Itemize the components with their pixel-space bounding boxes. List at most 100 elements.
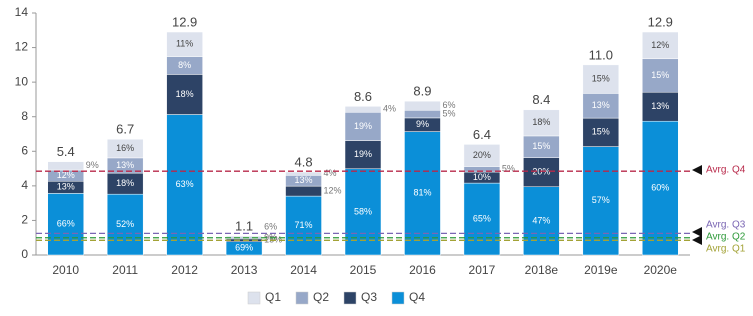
legend-label: Q4 [409,290,425,304]
x-tick-label: 2013 [231,263,258,277]
segment-label: 9% [416,119,429,129]
segment-label: 15% [592,127,610,137]
bar-segment [582,146,620,256]
bar-segment [106,138,144,159]
segment-label: 60% [651,182,669,192]
segment-label: 18% [532,117,550,127]
legend-swatch [247,291,261,305]
x-tick-label: 2019e [584,263,618,277]
segment-label: 4% [383,104,396,114]
total-label: 12.9 [172,14,197,29]
segment-label: 9% [86,160,99,170]
segment-label: 12% [57,170,75,180]
average-label: Avrg. Q3 [706,220,746,231]
segment-label: 47% [532,215,550,225]
bar-segment [523,186,560,256]
y-tick-label: 2 [21,213,28,227]
segment-label: 11% [176,39,193,49]
legend-swatch [343,291,357,305]
bar-segment [404,100,441,111]
segment-label: 66% [57,219,75,229]
x-tick-label: 2011 [112,263,138,277]
x-tick-label: 2018e [525,263,559,277]
bar-segment [642,58,679,93]
y-tick-label: 4 [21,178,28,192]
segment-label: 15% [532,141,550,151]
total-label: 12.9 [648,14,673,29]
total-label: 6.7 [116,122,134,137]
segment-label: 63% [176,179,194,189]
bar-segment [463,144,501,167]
legend-swatch [295,291,309,305]
bar-segment [285,185,322,197]
x-tick-label: 2017 [469,263,496,277]
y-tick-label: 6 [21,143,28,157]
bar-segment [344,140,382,170]
bar-segment [582,64,620,94]
bar-segment [225,235,263,238]
segment-label: 19% [354,149,372,159]
segment-label: 15% [592,73,610,83]
segment-label: 15% [651,70,669,80]
bar-segment [285,171,322,176]
total-label: 4.8 [295,154,313,169]
total-label: 8.9 [413,84,431,99]
bar-segment [344,112,382,141]
legend-swatch [391,291,405,305]
segment-label: 16% [116,143,134,153]
segment-label: 5% [502,164,515,174]
y-tick-label: 10 [15,74,29,88]
x-tick-label: 2010 [52,263,79,277]
segment-label: 58% [354,206,372,216]
average-label: Avrg. Q2 [706,232,746,243]
segment-label: 19% [354,121,372,131]
bar-segment [642,120,679,256]
segment-label: 13% [592,100,610,110]
bar-segment [523,157,560,188]
bar-segment [582,117,620,147]
marker [692,235,702,245]
segment-label: 13% [295,175,313,185]
bar-segment [523,109,560,137]
segment-label: 8% [178,60,191,70]
bar-segment [344,106,382,113]
segment-label: 52% [116,219,134,229]
total-label: 6.4 [473,127,491,142]
x-tick-label: 2014 [290,263,317,277]
total-label: 1.1 [235,218,253,233]
y-tick-label: 12 [15,40,29,54]
bar-segment [285,195,322,256]
y-tick-label: 14 [15,5,29,19]
segment-label: 12% [324,185,342,195]
y-tick-label: 0 [21,247,28,261]
total-label: 8.6 [354,89,372,104]
x-tick-label: 2015 [350,263,377,277]
segment-label: 57% [592,195,610,205]
bar-segment [642,91,679,122]
segment-label: 10% [473,172,491,182]
segment-label: 65% [473,213,491,223]
segment-label: 18% [176,89,194,99]
total-label: 11.0 [589,47,613,62]
bar-segment [642,31,679,60]
segment-label: 4% [324,168,337,178]
total-label: 5.4 [57,144,75,159]
y-tick-label: 8 [21,109,28,123]
segment-label: 6% [442,100,455,110]
segment-label: 12% [651,40,669,50]
segment-label: 71% [295,220,313,230]
segment-label: 13% [57,182,75,192]
bar-segment [463,182,501,256]
segment-label: 20% [473,150,491,160]
segment-label: 69% [235,243,253,253]
legend-label: Q1 [265,290,281,304]
x-tick-label: 2016 [409,263,436,277]
average-label: Avrg. Q1 [706,244,746,255]
bar-segment [404,110,441,119]
bar-segment [166,31,203,57]
marker [692,165,702,175]
bar-segment [106,193,144,256]
average-label: Avrg. Q4 [706,165,746,176]
segment-label: 81% [413,188,431,198]
